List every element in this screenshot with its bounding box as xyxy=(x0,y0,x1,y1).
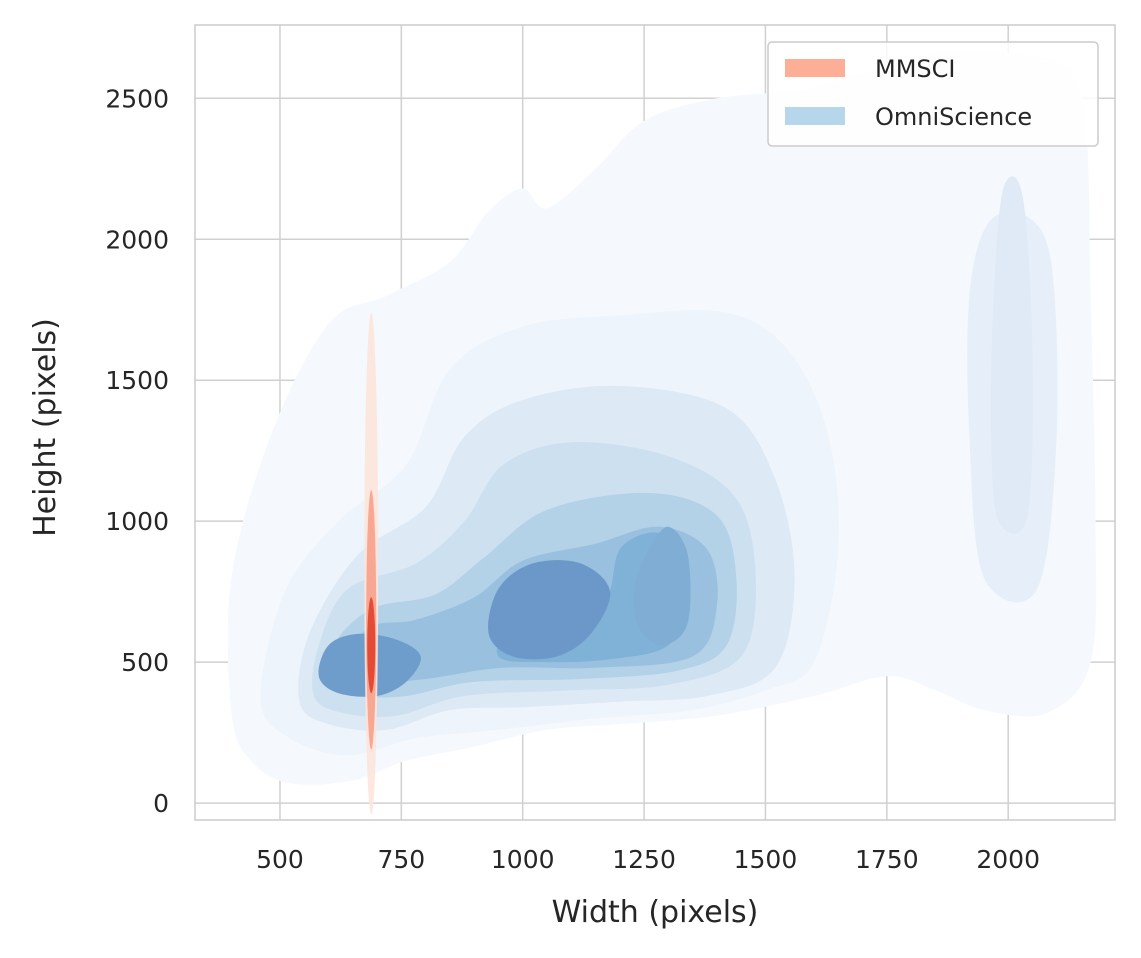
omniscience-contour-level-10 xyxy=(488,560,611,660)
x-tick-label: 500 xyxy=(256,845,304,874)
x-tick-labels: 500 750 1000 1250 1500 1750 2000 xyxy=(256,845,1040,874)
legend-swatch-omniscience xyxy=(785,107,845,125)
legend-box xyxy=(767,41,1099,147)
mmsci-contour-level-2 xyxy=(367,597,376,694)
legend: MMSCI OmniScience xyxy=(767,41,1099,147)
y-tick-label: 2000 xyxy=(105,225,169,254)
legend-label-mmsci: MMSCI xyxy=(875,55,955,83)
mmsci-density-contours xyxy=(364,312,379,815)
legend-swatch-mmsci xyxy=(785,59,845,77)
x-tick-label: 1750 xyxy=(855,845,919,874)
y-axis-label: Height (pixels) xyxy=(28,318,63,537)
plot-frame xyxy=(194,24,1116,821)
legend-label-omniscience: OmniScience xyxy=(875,103,1032,131)
omniscience-contour-level-11 xyxy=(633,526,691,646)
x-tick-label: 2000 xyxy=(976,845,1040,874)
omniscience-contour-level-3 xyxy=(990,176,1033,534)
y-tick-label: 1000 xyxy=(105,507,169,536)
y-tick-label: 0 xyxy=(153,789,169,818)
omniscience-density-contours xyxy=(227,51,1097,785)
x-tick-label: 1000 xyxy=(491,845,555,874)
y-tick-label: 1500 xyxy=(105,366,169,395)
y-tick-label: 500 xyxy=(121,648,169,677)
y-tick-labels: 0 500 1000 1500 2000 2500 xyxy=(105,84,169,818)
x-tick-label: 750 xyxy=(377,845,425,874)
x-tick-label: 1250 xyxy=(612,845,676,874)
y-tick-label: 2500 xyxy=(105,84,169,113)
x-axis-label: Width (pixels) xyxy=(552,895,759,930)
x-tick-label: 1500 xyxy=(734,845,798,874)
